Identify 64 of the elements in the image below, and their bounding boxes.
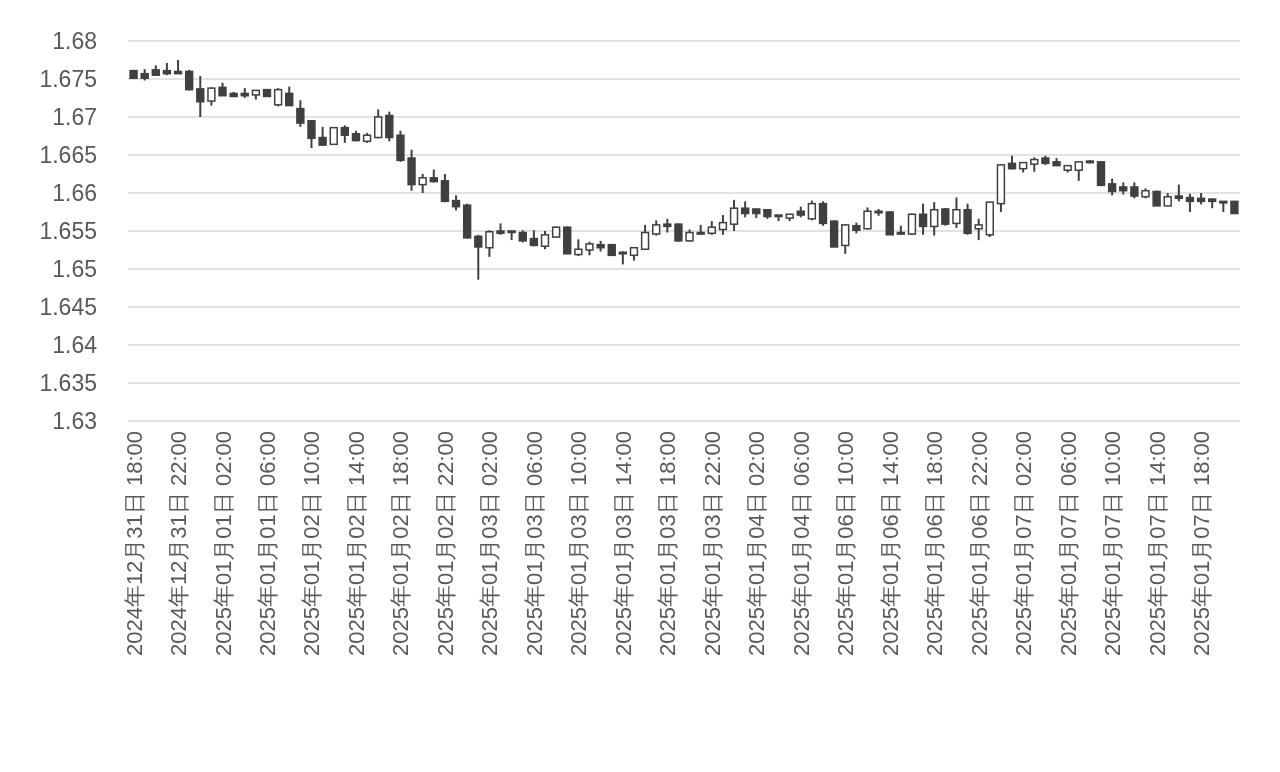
candlestick <box>307 119 316 150</box>
x-tick-label: 2025年01月07日 02:00 <box>1011 431 1037 657</box>
x-tick-label: 2025年01月01日 06:00 <box>255 431 280 657</box>
x-tick-label: 2025年01月02日 22:00 <box>432 431 458 657</box>
x-tick-label: 2025年01月03日 14:00 <box>610 431 636 657</box>
x-tick-label: 2025年01月06日 18:00 <box>922 431 948 657</box>
x-tick-label: 2025年01月04日 02:00 <box>744 431 770 657</box>
candlestick <box>418 173 427 194</box>
candlestick <box>296 99 305 128</box>
candlestick <box>385 110 394 143</box>
candlestick <box>885 210 894 236</box>
x-tick-label: 2025年01月06日 14:00 <box>877 431 903 657</box>
x-tick-label: 2024年12月31日 22:00 <box>166 431 192 657</box>
candlestick <box>318 125 327 147</box>
candlestick <box>485 229 494 258</box>
y-tick-label: 1.635 <box>39 370 97 396</box>
y-tick-label: 1.64 <box>52 332 98 358</box>
x-tick-label: 2025年01月07日 14:00 <box>1144 431 1170 657</box>
candlestick <box>718 214 728 236</box>
candlestick <box>818 200 828 227</box>
x-tick-label: 2025年01月03日 06:00 <box>521 431 547 657</box>
candlestick <box>918 202 928 236</box>
candlestick <box>974 217 983 242</box>
x-tick-label: 2025年01月03日 10:00 <box>566 431 592 657</box>
candlestick <box>474 233 483 281</box>
x-tick-label: 2025年01月06日 22:00 <box>966 431 992 657</box>
candlestick <box>196 74 205 118</box>
y-tick-label: 1.65 <box>52 256 97 282</box>
y-tick-label: 1.67 <box>52 104 97 130</box>
candlestick <box>930 201 939 237</box>
y-tick-label: 1.665 <box>39 142 97 168</box>
candlestick <box>841 223 850 255</box>
y-tick-label: 1.645 <box>39 294 97 320</box>
candlestick <box>207 86 216 107</box>
candlestick <box>540 230 550 251</box>
x-tick-label: 2024年12月31日 18:00 <box>121 431 147 657</box>
x-tick-label: 2025年01月02日 18:00 <box>388 431 414 657</box>
candlestick <box>674 222 683 243</box>
x-tick-label: 2025年01月03日 22:00 <box>699 431 725 657</box>
candlestick <box>963 202 972 236</box>
candlestick <box>640 223 650 251</box>
x-tick-label: 2025年01月02日 14:00 <box>343 431 369 657</box>
x-tick-label: 2025年01月04日 06:00 <box>788 431 814 657</box>
x-tick-label: 2025年01月07日 10:00 <box>1100 431 1126 657</box>
candlestick <box>1074 160 1083 182</box>
candlestick <box>440 173 450 204</box>
candlestick <box>952 196 961 229</box>
y-tick-label: 1.655 <box>39 218 97 244</box>
y-tick-label: 1.68 <box>52 28 97 54</box>
x-tick-label: 2025年01月03日 18:00 <box>655 431 681 657</box>
x-tick-label: 2025年01月07日 18:00 <box>1189 431 1215 657</box>
y-tick-label: 1.675 <box>39 66 97 92</box>
x-tick-label: 2025年01月06日 10:00 <box>833 431 859 657</box>
candlestick <box>374 108 383 140</box>
candlestick <box>285 85 294 107</box>
candlestick <box>729 198 739 232</box>
y-tick-label: 1.66 <box>52 180 97 206</box>
y-tick-label: 1.63 <box>52 408 97 434</box>
candlestick <box>1096 161 1106 187</box>
candlestick <box>1185 192 1195 213</box>
x-tick-label: 2025年01月02日 10:00 <box>299 431 325 657</box>
x-tick-label: 2025年01月03日 02:00 <box>477 431 503 657</box>
x-tick-label: 2025年01月07日 06:00 <box>1055 431 1081 657</box>
x-tick-label: 2025年01月01日 02:00 <box>210 431 236 657</box>
